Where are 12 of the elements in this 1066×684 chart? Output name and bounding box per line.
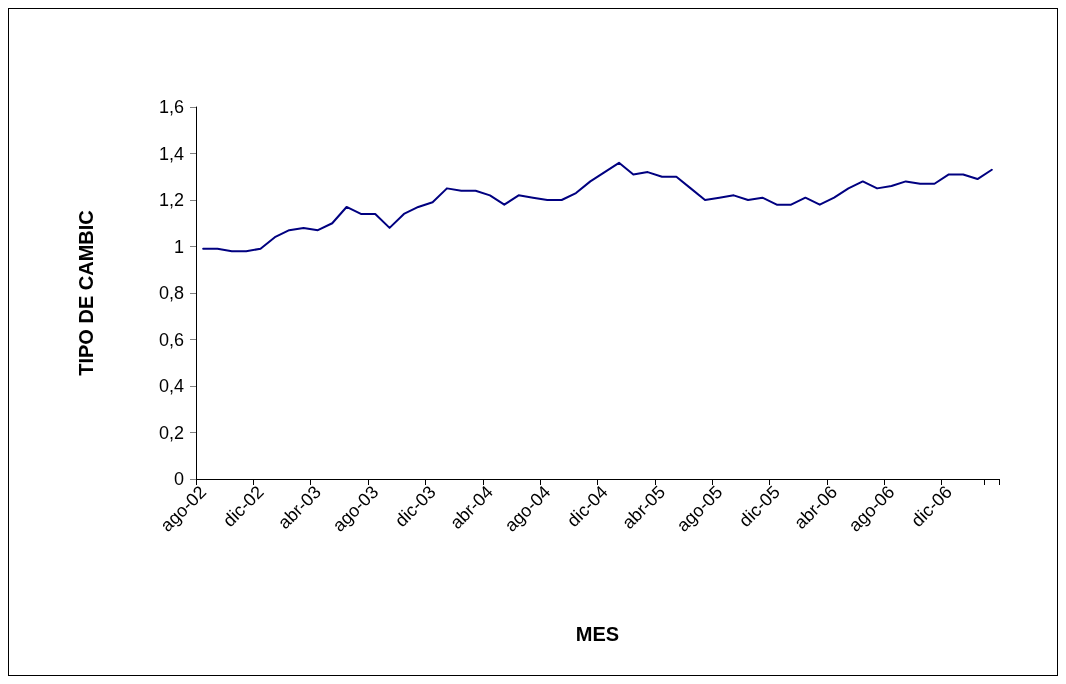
y-tick-label: 0,6	[158, 329, 184, 350]
y-tick-label: 1,2	[158, 190, 184, 210]
y-tick-label: 1,4	[158, 143, 184, 164]
y-tick-label: 0	[173, 469, 184, 489]
x-axis-title: MES	[575, 623, 620, 645]
y-axis-title: TIPO DE CAMBIC	[75, 210, 97, 376]
y-tick-label: 0,2	[158, 422, 184, 443]
line-series	[202, 161, 993, 253]
y-tick-label: 0,8	[158, 283, 184, 303]
y-tick-label: 1,6	[158, 97, 184, 117]
y-tick-label: 1	[173, 236, 184, 257]
y-tick-label: 0,4	[158, 376, 184, 396]
